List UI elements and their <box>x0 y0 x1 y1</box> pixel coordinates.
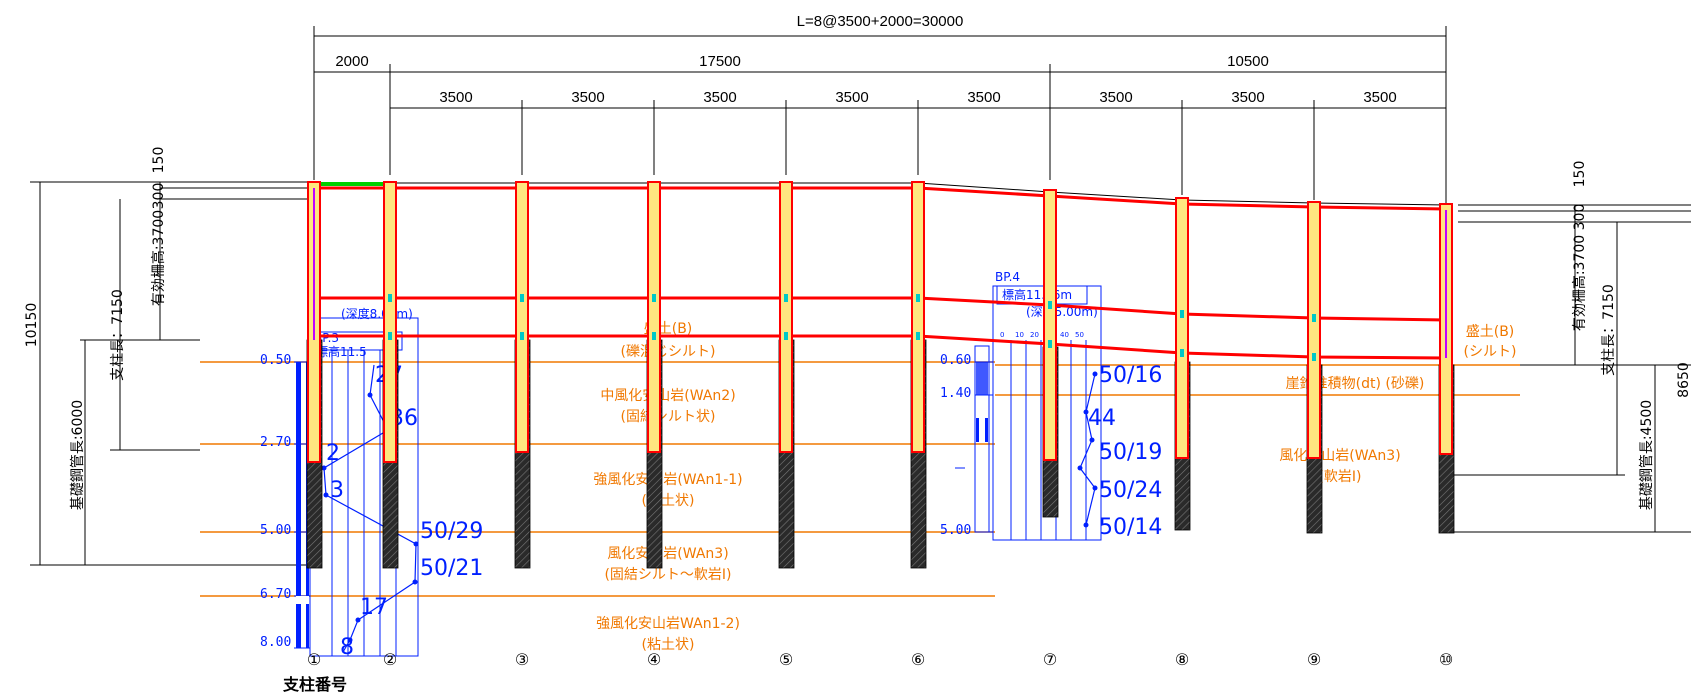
bp3-depth-1: 0.50 <box>260 353 291 368</box>
post-number-title: 支柱番号 <box>282 675 347 694</box>
fence-posts <box>307 181 1453 463</box>
layer-name-wan1-2: 強風化安山岩WAn1-2) <box>596 616 740 632</box>
right-fence-height-label: 有効柵高:3700 <box>1571 235 1588 331</box>
overall-length-label: L=8@3500+2000=30000 <box>797 13 964 30</box>
left-pipe-length-label: 基礎鋼管長:6000 <box>69 400 86 510</box>
bp3-depth-3: 5.00 <box>260 523 291 538</box>
bp3-depth-5: 8.00 <box>260 635 291 650</box>
fence-frame <box>310 182 1447 360</box>
span-group-label-2: 17500 <box>699 53 741 70</box>
left-dim-150: 150 <box>151 147 167 174</box>
post-number-4: ④ <box>647 650 661 669</box>
bp4-n-value-5: 50/14 <box>1099 515 1162 540</box>
fence-post-10 <box>1439 203 1453 455</box>
fence-post-1 <box>307 181 321 463</box>
bp3-depth-2: 2.70 <box>260 435 291 450</box>
fence-post-6 <box>911 181 925 453</box>
span-label-1: 3500 <box>439 89 472 106</box>
bp4-scale-tick-5: 50 <box>1075 331 1084 339</box>
post-number-9: ⑨ <box>1307 650 1321 669</box>
layer-sub-fill-right: (シルト) <box>1464 344 1517 360</box>
fence-post-5 <box>779 181 793 453</box>
bp4-scale-ticks: 0 10 20 30 40 50 <box>1000 331 1084 339</box>
bp3-n-value-4: 3 <box>330 478 344 503</box>
span-label-8: 3500 <box>1363 89 1396 106</box>
fence-post-8 <box>1175 197 1189 459</box>
layer-name-wan3-right: 風化安山岩(WAn3) <box>1279 448 1400 464</box>
post-number-8: ⑧ <box>1175 650 1189 669</box>
borehole-bp4 <box>955 285 1102 541</box>
rail-connectors <box>388 294 1316 361</box>
bp4-n-value-3: 50/19 <box>1099 440 1162 465</box>
bp3-n-value-7: 17 <box>360 595 388 620</box>
layer-name-dt: 崖錐堆積物(dt) (砂礫) <box>1286 376 1425 392</box>
post-number-1: ① <box>307 650 321 669</box>
fence-post-4 <box>647 181 661 453</box>
bp3-n-value-3: 2 <box>326 441 340 466</box>
bp4-depth-1: 0.60 <box>940 353 971 368</box>
span-label-7: 3500 <box>1231 89 1264 106</box>
span-label-6: 3500 <box>1099 89 1132 106</box>
bp4-scale-tick-0: 0 <box>1000 331 1004 339</box>
fence-post-2 <box>383 181 397 463</box>
span-group-label-1: 2000 <box>335 53 368 70</box>
span-label-3: 3500 <box>703 89 736 106</box>
bp4-scale-tick-1: 10 <box>1015 331 1024 339</box>
left-fence-height-label: 有効柵高:3700 <box>150 210 167 306</box>
post-number-10: ⑩ <box>1439 650 1453 669</box>
post-number-2: ② <box>383 650 397 669</box>
span-label-2: 3500 <box>571 89 604 106</box>
layer-sub-wan2: (固結シルト状) <box>621 409 716 425</box>
fence-post-7 <box>1043 189 1057 461</box>
post-number-7: ⑦ <box>1043 650 1057 669</box>
layer-name-fill-right: 盛土(B) <box>1466 324 1515 340</box>
top-dimensions <box>313 26 1447 205</box>
bp4-n-value-2: 44 <box>1088 406 1116 431</box>
bp4-n-value-1: 50/16 <box>1099 363 1162 388</box>
right-dim-150: 150 <box>1572 161 1588 188</box>
span-label-5: 3500 <box>967 89 1000 106</box>
bp4-elevation: 標高11.56m <box>1002 287 1072 302</box>
bp3-n-value-6: 50/21 <box>420 556 483 581</box>
post-number-5: ⑤ <box>779 650 793 669</box>
bp3-elevation: 標高11.5 <box>316 344 367 359</box>
right-dim-300: 300 <box>1572 204 1588 231</box>
post-number-3: ③ <box>515 650 529 669</box>
bp4-scale-tick-2: 20 <box>1030 331 1039 339</box>
bp3-n-value-8: 8 <box>340 635 354 660</box>
left-vertical-dimensions <box>30 181 314 566</box>
right-total-height-label: 8650 <box>1676 362 1691 398</box>
bp3-depth-4: 6.70 <box>260 587 291 602</box>
fence-post-3 <box>515 181 529 453</box>
span-label-4: 3500 <box>835 89 868 106</box>
bp4-name: BP.4 <box>995 270 1020 284</box>
bp4-depth-2: 1.40 <box>940 386 971 401</box>
left-dim-300: 300 <box>151 183 167 210</box>
left-total-height-label: 10150 <box>24 303 40 348</box>
right-pipe-length-label: 基礎鋼管長:4500 <box>1638 400 1655 510</box>
bp3-depth: (深度8.00m) <box>341 306 413 321</box>
bp4-n-value-4: 50/24 <box>1099 478 1162 503</box>
fence-post-9 <box>1307 201 1321 459</box>
layer-sub-wan3-left: (固結シルト～軟岩I) <box>604 567 731 583</box>
layer-name-wan1-1: 強風化安山岩(WAn1-1) <box>593 472 742 488</box>
layer-sub-wan3-right: (軟岩I) <box>1318 469 1361 485</box>
layer-name-wan3-left: 風化安山岩(WAn3) <box>607 546 728 562</box>
bp3-n-value-5: 50/29 <box>420 519 483 544</box>
layer-sub-fill-left: (礫混じシルト) <box>621 344 716 360</box>
layer-sub-wan1-2: (粘土状) <box>642 637 695 653</box>
span-group-label-3: 10500 <box>1227 53 1269 70</box>
post-number-6: ⑥ <box>911 650 925 669</box>
right-post-length-label: 支柱長：7150 <box>1601 284 1617 376</box>
bp4-scale-tick-4: 40 <box>1060 331 1069 339</box>
layer-name-wan2: 中風化安山岩(WAn2) <box>600 388 735 404</box>
left-post-length-label: 支柱長：7150 <box>110 289 126 381</box>
bp4-depth-3: 5.00 <box>940 523 971 538</box>
